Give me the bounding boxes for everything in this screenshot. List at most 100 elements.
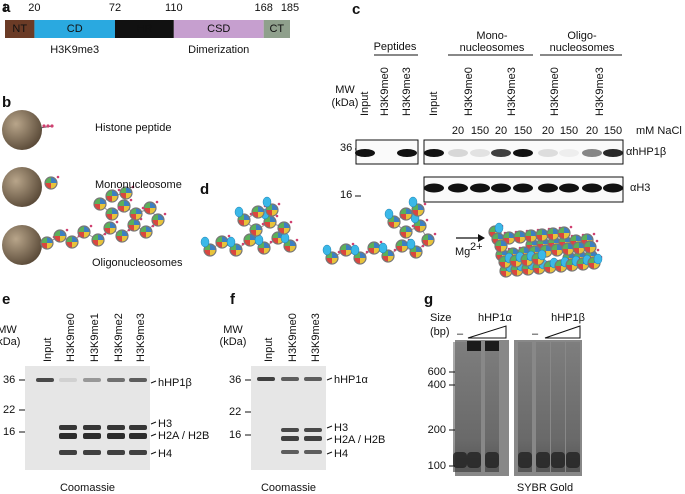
nucleosome-part	[332, 252, 338, 258]
gel-lane	[485, 342, 499, 472]
gel-band	[485, 341, 499, 351]
nucleosome-part	[84, 226, 90, 232]
nucleosome-part	[100, 204, 106, 210]
lane-label: H3K9me2	[113, 313, 125, 362]
label: 20	[542, 125, 554, 137]
gel-band	[304, 436, 322, 441]
nucleosome-part	[204, 250, 210, 256]
nucleosome-part	[503, 232, 509, 238]
nucleosome-dna	[387, 215, 401, 229]
nucleosome-part	[152, 214, 158, 220]
gel-band	[36, 378, 54, 382]
label: nucleosomes	[460, 42, 525, 54]
nucleosome-part	[412, 210, 418, 216]
tail	[117, 206, 121, 210]
nucleosome-part	[258, 248, 264, 254]
nucleosome-part	[128, 225, 134, 231]
nucleosome-part	[60, 230, 66, 236]
blot-band	[448, 183, 468, 193]
label: H2A / H2B	[334, 434, 385, 446]
nucleosome-part	[522, 269, 528, 275]
gel-band	[107, 433, 125, 439]
nucleosome-part	[546, 251, 552, 257]
nucleosome-part	[266, 204, 272, 210]
nucleosome-part	[562, 243, 568, 249]
gel-band	[257, 377, 275, 381]
nucleosome-part	[577, 258, 583, 264]
nucleosome-part	[518, 247, 524, 253]
hp1	[200, 236, 210, 248]
blot-band	[491, 149, 511, 157]
nucleosome-part	[94, 198, 100, 204]
gel-lane	[536, 342, 550, 472]
gel-band	[551, 452, 565, 468]
nucleosome-part	[572, 265, 578, 271]
nucleosome-part	[573, 242, 579, 248]
nucleosome-part	[230, 250, 236, 256]
position: 1	[2, 2, 8, 14]
tail	[289, 220, 293, 224]
nucleosome-part	[410, 252, 416, 258]
nucleosome-part	[92, 234, 98, 240]
label: hHP1β	[551, 312, 585, 324]
nucleosome-part	[47, 243, 53, 249]
nucleosome-dna	[381, 249, 395, 263]
nucleosome-part	[78, 232, 84, 238]
label: 20	[495, 125, 507, 137]
label: nucleosomes	[550, 42, 615, 54]
nucleosome-part	[588, 263, 594, 269]
domain-name: NT	[12, 23, 27, 35]
nucleosome-part	[264, 222, 270, 228]
nucleosome-part	[118, 200, 124, 206]
label: αhHP1β	[626, 146, 666, 158]
rule	[326, 437, 333, 441]
blot-band	[582, 183, 602, 193]
label: (bp)	[430, 326, 450, 338]
nucleosome-part	[558, 233, 564, 239]
label: H2A / H2B	[158, 430, 209, 442]
nucleosome-part	[368, 248, 374, 254]
nucleosome-part	[266, 210, 272, 216]
gel	[251, 366, 326, 470]
nucleosome-part	[144, 202, 150, 208]
nucleosome-part	[116, 230, 122, 236]
nucleosome-part	[495, 246, 501, 252]
nucleosome-part	[134, 225, 140, 231]
nucleosome-part	[420, 220, 426, 226]
tail	[155, 200, 159, 204]
nucleosome-part	[590, 247, 596, 253]
nucleosome-part	[112, 214, 118, 220]
nucleosome-part	[66, 242, 72, 248]
nucleosome-part	[510, 261, 516, 267]
nucleosome-part	[256, 230, 262, 236]
label: Oligo-	[567, 30, 597, 42]
gel-band	[518, 452, 532, 468]
gradient-wedge	[544, 325, 581, 339]
nucleosome-part	[594, 263, 600, 269]
tail	[569, 225, 573, 229]
gel-lane	[551, 342, 565, 472]
nucleosome-part	[278, 228, 284, 234]
blot-band	[513, 183, 533, 193]
nucleosome-part	[264, 248, 270, 254]
nucleosome-part	[528, 269, 534, 275]
nucleosome-part	[98, 240, 104, 246]
lane-label: H3K9me3	[135, 313, 147, 362]
nucleosome-part	[45, 183, 51, 189]
nucleosome-part	[236, 244, 242, 250]
nucleosome-part	[566, 259, 572, 265]
blot-band	[424, 183, 444, 193]
nucleosome-part	[122, 230, 128, 236]
gel-band	[281, 436, 299, 441]
lane-label: H3K9me0	[549, 67, 561, 116]
nucleosome-part	[566, 265, 572, 271]
nucleosome-part	[388, 216, 394, 222]
panel-letter: b	[2, 94, 11, 111]
tail	[89, 224, 93, 228]
nucleosome-part	[354, 252, 360, 258]
nucleosome-part	[51, 183, 57, 189]
tail	[50, 124, 54, 128]
domain-name: CSD	[207, 23, 230, 35]
nucleosome-part	[414, 226, 420, 232]
nucleosome-part	[346, 250, 352, 256]
